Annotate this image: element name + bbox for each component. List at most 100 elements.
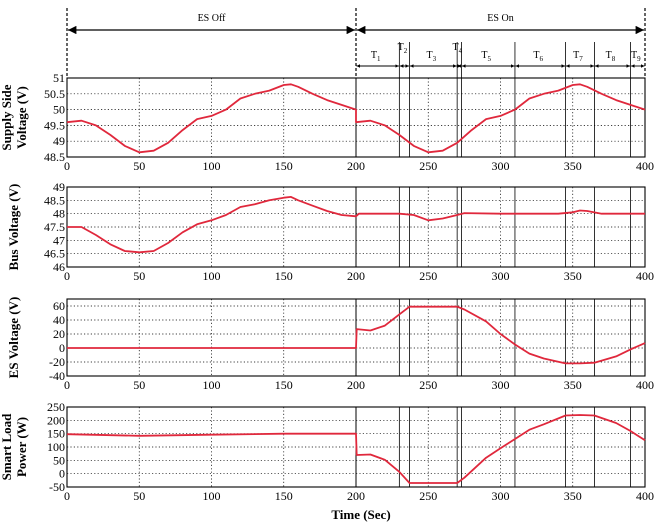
- y-tick-label: 200: [47, 413, 65, 427]
- x-tick-label: 400: [636, 269, 654, 283]
- y-axis-label: ES Voltage (V): [6, 297, 21, 379]
- interval-label: T6: [533, 50, 543, 63]
- interval-label: T7: [573, 50, 583, 63]
- y-tick-label: 50: [53, 453, 65, 467]
- interval-label: T5: [481, 50, 491, 63]
- interval-label: T1: [371, 50, 381, 63]
- series-line: [66, 83, 646, 154]
- interval-label: T4: [453, 42, 463, 55]
- x-tick-label: 400: [636, 159, 654, 173]
- x-tick-label: 100: [203, 159, 221, 173]
- interval-label: T8: [606, 50, 616, 63]
- y-tick-label: 48.5: [44, 150, 65, 164]
- x-tick-label: 150: [275, 269, 293, 283]
- x-tick-label: 100: [203, 378, 221, 392]
- interval-subscript: 7: [579, 55, 583, 63]
- y-tick-label: 50.5: [44, 87, 65, 101]
- x-tick-label: 200: [347, 378, 365, 392]
- y-tick-label: 47.5: [44, 220, 65, 234]
- panels-layer: 0 50 100 150 200 250 300 350 40048.54949.55050.5…: [0, 71, 654, 503]
- es-on-label: ES On: [487, 13, 513, 24]
- y-tick-label: 50: [53, 103, 65, 117]
- panel-1: 0 50 100 150 200 250 300 350 40048.54949.55050.5…: [0, 71, 654, 173]
- x-tick-label: 150: [275, 489, 293, 503]
- interval-subscript: 1: [377, 55, 381, 63]
- y-tick-label: 100: [47, 440, 65, 454]
- x-tick-label: 350: [564, 159, 582, 173]
- interval-subscript: 8: [612, 55, 616, 63]
- y-tick-label: 48.5: [44, 193, 65, 207]
- x-tick-label: 150: [275, 378, 293, 392]
- y-tick-label: -50: [49, 480, 65, 494]
- panel-4: 0 50 100 150 200 250 300 350 400-500501001502002…: [0, 400, 654, 503]
- x-tick-label: 350: [564, 269, 582, 283]
- panel-2: 0 50 100 150 200 250 300 350 400 4646.54747.54848…: [6, 180, 654, 283]
- x-tick-label: 250: [419, 269, 437, 283]
- x-tick-label: 300: [492, 159, 510, 173]
- y-tick-label: 49: [53, 180, 65, 194]
- y-axis-label: Voltage (V): [14, 86, 29, 149]
- y-tick-label: 49.5: [44, 118, 65, 132]
- series-line: [66, 414, 646, 484]
- interval-label: T3: [427, 50, 437, 63]
- x-tick-label: 50: [133, 269, 145, 283]
- y-axis-label: Power (W): [14, 417, 29, 477]
- x-tick-label: 0: [64, 159, 70, 173]
- interval-subscript: 5: [488, 55, 492, 63]
- x-tick-label: 250: [419, 378, 437, 392]
- interval-subscript: 3: [433, 55, 437, 63]
- y-tick-label: 60: [53, 299, 65, 313]
- y-tick-label: 47: [53, 233, 65, 247]
- y-axis-label: Supply Side: [0, 84, 14, 150]
- interval-subscript: 4: [459, 47, 463, 55]
- x-tick-label: 0: [64, 378, 70, 392]
- x-tick-label: 100: [203, 489, 221, 503]
- phase-annotation-layer: ES Off ES On T1 T2 T3 T4 T5 T6 T7 T8 T9: [66, 8, 646, 78]
- y-tick-label: 51: [53, 71, 65, 85]
- y-tick-label: 49: [53, 134, 65, 148]
- x-tick-label: 0: [64, 269, 70, 283]
- y-tick-label: -20: [49, 355, 65, 369]
- y-tick-label: -40: [49, 369, 65, 383]
- x-tick-label: 300: [492, 378, 510, 392]
- y-tick-label: 150: [47, 427, 65, 441]
- interval-label: T2: [398, 42, 408, 55]
- x-tick-label: 200: [347, 269, 365, 283]
- x-tick-label: 350: [564, 489, 582, 503]
- x-tick-label: 350: [564, 378, 582, 392]
- y-tick-label: 0: [59, 341, 65, 355]
- y-tick-label: 0: [59, 467, 65, 481]
- y-tick-label: 46: [53, 260, 65, 274]
- y-tick-label: 40: [53, 313, 65, 327]
- x-tick-label: 50: [133, 489, 145, 503]
- interval-subscript: 6: [540, 55, 544, 63]
- y-axis-label: Smart Load: [0, 413, 14, 481]
- interval-subscript: 9: [637, 55, 641, 63]
- x-tick-label: 400: [636, 489, 654, 503]
- y-tick-label: 20: [53, 327, 65, 341]
- y-tick-label: 48: [53, 207, 65, 221]
- x-tick-label: 200: [347, 489, 365, 503]
- interval-label: T9: [631, 50, 641, 63]
- x-tick-label: 300: [492, 489, 510, 503]
- es-off-label: ES Off: [198, 13, 227, 24]
- panel-3: 0 50 100 150 200 250 300 350 400-40-200204060ES …: [6, 297, 654, 392]
- y-tick-label: 250: [47, 400, 65, 414]
- x-tick-label: 150: [275, 159, 293, 173]
- y-tick-label: 46.5: [44, 247, 65, 261]
- x-axis-label: Time (Sec): [331, 507, 390, 522]
- series-line: [67, 305, 646, 365]
- x-tick-label: 0: [64, 489, 70, 503]
- x-tick-label: 250: [419, 159, 437, 173]
- series-line: [67, 195, 645, 254]
- x-tick-label: 250: [419, 489, 437, 503]
- x-tick-label: 50: [133, 159, 145, 173]
- x-tick-label: 300: [492, 269, 510, 283]
- interval-subscript: 2: [404, 47, 408, 55]
- x-tick-label: 400: [636, 378, 654, 392]
- x-tick-label: 200: [347, 159, 365, 173]
- y-axis-label: Bus Voltage (V): [6, 184, 21, 271]
- x-tick-label: 100: [203, 269, 221, 283]
